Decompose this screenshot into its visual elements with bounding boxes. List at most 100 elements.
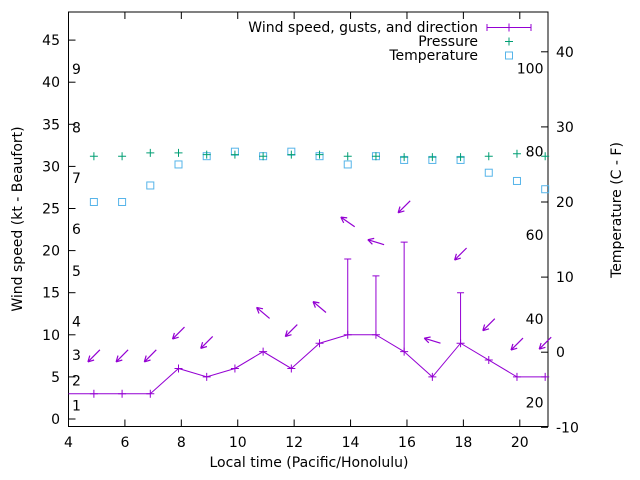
wind-axis-tick-label: 5 xyxy=(51,370,60,386)
wind-axis-tick-label: 30 xyxy=(42,159,60,175)
gust-bar xyxy=(457,292,465,344)
wind-speed-series xyxy=(68,330,550,398)
pressure-point xyxy=(146,148,155,157)
wind-direction-arrow xyxy=(312,301,327,313)
temp-axis-tick-label: 20 xyxy=(556,195,574,211)
wind-speed-point xyxy=(428,372,437,381)
temperature-point xyxy=(343,160,352,169)
beaufort-scale-label: 7 xyxy=(72,171,81,187)
x-axis-label: Local time (Pacific/Honolulu) xyxy=(209,455,408,471)
wind-speed-point xyxy=(230,364,239,373)
fahrenheit-scale-label: 40 xyxy=(526,312,544,328)
wind-speed-point xyxy=(89,389,98,398)
wind-direction-arrow xyxy=(256,306,270,319)
temp-axis-tick-label: -10 xyxy=(556,420,579,436)
pressure-point xyxy=(230,150,239,159)
wind-speed-point xyxy=(202,372,211,381)
pressure-point xyxy=(174,148,183,157)
wind-direction-arrow xyxy=(397,200,411,214)
pressure-point xyxy=(259,152,268,161)
beaufort-scale-label: 3 xyxy=(72,348,81,364)
wind-axis-tick-label: 15 xyxy=(42,286,60,302)
wind-axis-tick-label: 35 xyxy=(42,117,60,133)
wind-direction-arrow xyxy=(510,337,524,351)
beaufort-scale-label: 6 xyxy=(72,222,81,238)
temperature-point xyxy=(146,181,155,190)
wind-direction-arrow xyxy=(454,247,468,261)
x-tick-label: 10 xyxy=(229,435,247,451)
right-axis-label: Temperature (C - F) xyxy=(609,142,625,279)
x-tick-label: 20 xyxy=(511,435,529,451)
legend-wind-sample-marker xyxy=(505,23,513,32)
pressure-point xyxy=(541,152,550,161)
temp-axis-tick-label: 30 xyxy=(556,120,574,136)
x-tick-label: 4 xyxy=(64,435,73,451)
temperature-point xyxy=(89,198,98,206)
wind-direction-arrow xyxy=(143,349,157,363)
wind-speed-point xyxy=(118,389,127,398)
wind-direction-arrow xyxy=(367,237,385,246)
wind-axis-tick-label: 0 xyxy=(51,412,60,428)
pressure-point xyxy=(287,150,296,159)
x-tick-label: 18 xyxy=(454,435,472,451)
pressure-point xyxy=(400,153,409,162)
temperature-point xyxy=(512,176,521,185)
wind-direction-arrow xyxy=(423,336,441,344)
pressure-point xyxy=(202,150,211,159)
wind-direction-arrow xyxy=(482,318,496,332)
wind-speed-point xyxy=(456,339,465,348)
wind-direction-arrow xyxy=(340,216,356,228)
fahrenheit-scale-label: 80 xyxy=(526,145,544,161)
wind-speed-point xyxy=(484,356,493,365)
x-tick-label: 14 xyxy=(342,435,360,451)
fahrenheit-scale-label: 20 xyxy=(526,396,544,412)
beaufort-scale-label: 5 xyxy=(72,264,81,280)
pressure-point xyxy=(315,150,324,159)
wind-direction-arrows xyxy=(87,200,552,363)
pressure-point xyxy=(484,152,493,161)
plot-border xyxy=(68,11,549,427)
wind-axis-tick-label: 25 xyxy=(42,202,60,218)
temp-axis-tick-label: 0 xyxy=(556,345,565,361)
wind-direction-arrow xyxy=(284,324,298,338)
wind-direction-arrow xyxy=(87,349,101,363)
temperature-point xyxy=(484,168,493,177)
beaufort-scale-label: 1 xyxy=(72,399,81,415)
wind-direction-arrow xyxy=(171,326,185,340)
x-tick-label: 16 xyxy=(398,435,416,451)
wind-axis-tick-label: 40 xyxy=(42,75,60,91)
beaufort-scale-label: 2 xyxy=(72,373,81,389)
pressure-point xyxy=(371,152,380,161)
wind-speed-point xyxy=(343,330,352,339)
wind-speed-point xyxy=(400,347,409,356)
beaufort-scale-label: 9 xyxy=(72,62,81,78)
wind-speed-point xyxy=(146,389,155,398)
legend-temperature-sample xyxy=(505,51,513,60)
pressure-point xyxy=(512,149,521,158)
pressure-point xyxy=(428,153,437,162)
pressure-point xyxy=(118,152,127,161)
fahrenheit-scale-label: 100 xyxy=(517,61,544,77)
fahrenheit-scale-label: 60 xyxy=(526,228,544,244)
x-tick-label: 6 xyxy=(120,435,129,451)
pressure-point xyxy=(343,152,352,161)
legend-samples xyxy=(486,23,532,60)
temp-axis-tick-label: 40 xyxy=(556,45,574,61)
wind-direction-arrow xyxy=(200,335,214,349)
gust-bar xyxy=(344,258,352,335)
wind-speed-point xyxy=(512,372,521,381)
pressure-point xyxy=(89,152,98,161)
legend-pressure-sample xyxy=(505,37,513,46)
gust-bar xyxy=(400,241,408,352)
wind-direction-arrow xyxy=(115,349,129,363)
x-tick-label: 12 xyxy=(285,435,303,451)
beaufort-scale-label: 8 xyxy=(72,121,81,137)
axes-layer: 4 6 8 10 12 14 16 18 200510152025303540451234567… xyxy=(42,11,579,451)
gust-bar xyxy=(372,275,380,335)
wind-speed-point xyxy=(259,347,268,356)
wind-speed-point xyxy=(174,364,183,373)
wind-speed-point xyxy=(315,339,324,348)
pressure-series xyxy=(89,148,550,162)
pressure-point xyxy=(456,153,465,162)
